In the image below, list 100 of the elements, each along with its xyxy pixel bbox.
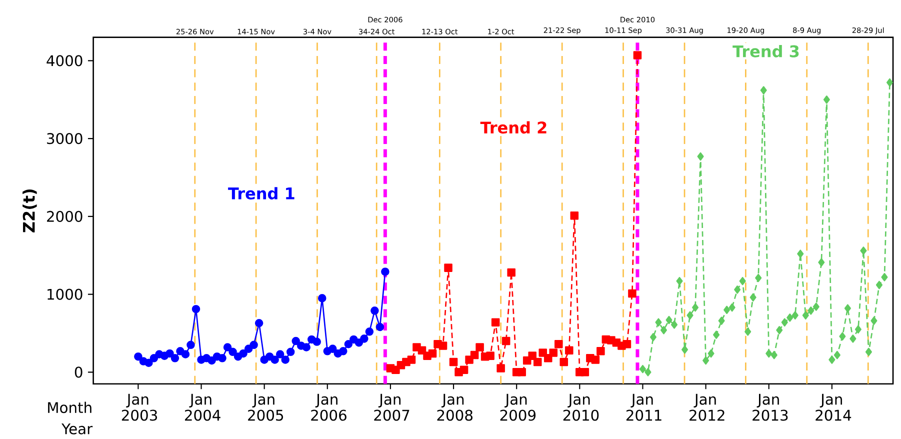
point <box>881 273 888 282</box>
point <box>549 348 558 357</box>
point <box>560 358 568 366</box>
point <box>302 343 310 352</box>
point <box>766 349 772 358</box>
point <box>812 302 820 311</box>
x-tick-label: Jan 2004 <box>184 394 220 421</box>
point <box>724 306 730 314</box>
point <box>839 332 846 341</box>
y-tick-label: 1000 <box>48 288 82 300</box>
point <box>628 289 636 298</box>
point <box>496 364 505 373</box>
point <box>844 304 851 313</box>
point <box>865 348 872 356</box>
point <box>270 356 279 364</box>
x-tick-label: Jan 2008 <box>437 394 472 421</box>
point <box>276 350 284 358</box>
point <box>554 340 563 348</box>
point <box>449 358 458 366</box>
point <box>507 268 516 277</box>
x-tick-label: Jan 2005 <box>248 394 284 421</box>
point <box>650 333 656 342</box>
point <box>376 322 384 332</box>
point <box>676 277 683 286</box>
point <box>666 316 672 324</box>
point <box>755 274 762 282</box>
x-tick-label: Jan 2013 <box>752 394 788 421</box>
point <box>428 349 437 358</box>
point <box>328 344 337 354</box>
point <box>134 352 142 361</box>
point <box>823 96 830 104</box>
point <box>381 268 390 276</box>
point <box>239 349 248 358</box>
point <box>802 311 809 320</box>
point <box>770 351 778 360</box>
y-tick-label: 2000 <box>47 210 82 222</box>
point <box>818 258 825 267</box>
text: Year <box>62 424 93 434</box>
point <box>144 358 153 368</box>
point <box>596 347 605 356</box>
point <box>565 346 574 355</box>
point <box>686 311 694 320</box>
point <box>854 325 862 334</box>
text: Trend 1 <box>228 187 294 200</box>
point <box>181 350 190 358</box>
point <box>876 280 882 290</box>
point <box>660 326 668 334</box>
point <box>491 318 500 327</box>
point <box>622 340 632 348</box>
y-tick-label: 0 <box>74 366 82 378</box>
point <box>655 318 662 327</box>
point <box>360 334 368 343</box>
point <box>370 306 379 315</box>
point <box>486 352 494 360</box>
point <box>591 356 600 364</box>
x-tick-label: Jan 2003 <box>122 394 157 421</box>
point <box>828 356 836 364</box>
point <box>860 246 867 255</box>
point <box>692 303 699 312</box>
point <box>682 346 688 354</box>
point <box>633 51 642 60</box>
point <box>728 303 736 312</box>
point <box>192 305 200 314</box>
point <box>708 349 714 358</box>
point <box>792 311 798 320</box>
point <box>739 277 746 286</box>
point <box>254 319 264 328</box>
point <box>533 358 542 366</box>
point <box>444 264 452 272</box>
point <box>718 316 725 326</box>
point <box>750 293 756 302</box>
point <box>776 326 783 334</box>
point <box>218 354 226 362</box>
point <box>644 368 652 376</box>
x-tick-label: Jan 2012 <box>690 394 724 421</box>
point <box>223 343 232 352</box>
point <box>744 328 752 336</box>
point <box>339 347 348 356</box>
point <box>786 314 794 322</box>
point <box>281 356 290 364</box>
x-tick-label: Jan 2009 <box>500 394 536 421</box>
x-tick-label: Jan 2006 <box>311 394 346 421</box>
point <box>518 368 526 376</box>
x-tick-label: Jan 2011 <box>626 394 662 421</box>
text: Trend 3 <box>732 45 799 58</box>
point <box>886 78 894 87</box>
point <box>344 340 353 348</box>
point <box>544 354 552 362</box>
point <box>150 354 158 362</box>
point <box>407 356 416 364</box>
y-tick-label: 3000 <box>47 133 82 144</box>
point <box>781 318 788 327</box>
point <box>808 306 814 315</box>
point <box>670 320 678 329</box>
point <box>834 351 840 360</box>
point <box>228 348 237 356</box>
point <box>570 212 579 220</box>
point <box>702 356 710 365</box>
point <box>470 351 479 360</box>
point <box>166 349 174 358</box>
